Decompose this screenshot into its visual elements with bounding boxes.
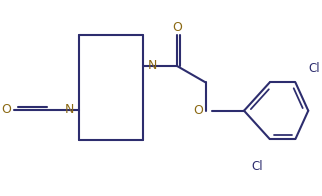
Text: N: N [148, 59, 157, 72]
Text: O: O [173, 21, 183, 34]
Text: Cl: Cl [308, 62, 320, 74]
Text: O: O [2, 103, 11, 116]
Text: N: N [64, 103, 74, 116]
Text: Cl: Cl [251, 160, 263, 172]
Text: O: O [194, 104, 204, 117]
